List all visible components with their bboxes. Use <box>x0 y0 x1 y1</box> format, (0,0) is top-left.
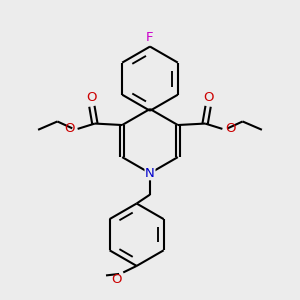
Text: O: O <box>111 273 122 286</box>
Text: F: F <box>146 31 154 44</box>
Text: O: O <box>225 122 236 135</box>
Text: O: O <box>87 91 97 104</box>
Text: O: O <box>203 91 213 104</box>
Text: N: N <box>145 167 155 180</box>
Text: O: O <box>64 122 75 135</box>
